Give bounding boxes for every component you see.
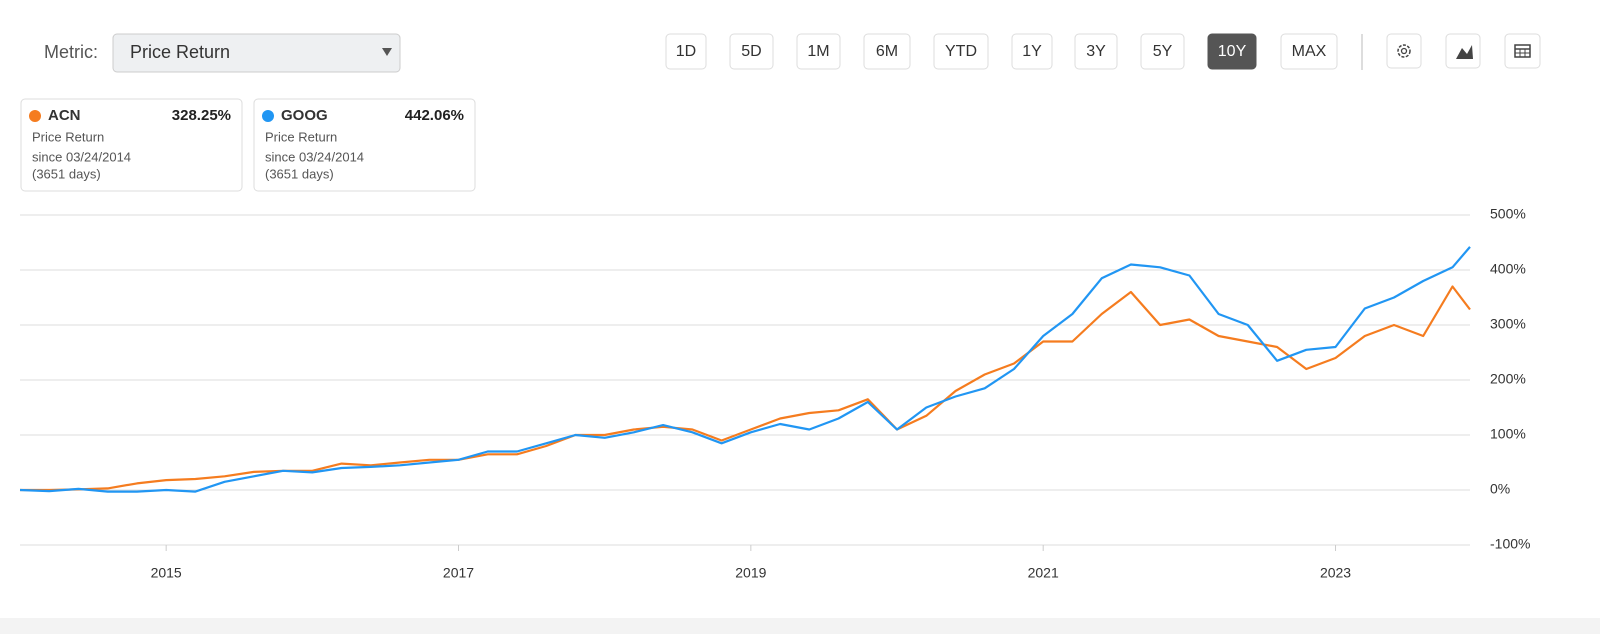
series-line [19, 246, 1471, 493]
range-button[interactable] [729, 33, 774, 70]
footer-strip [0, 618, 1600, 634]
range-label: 6M [876, 43, 898, 60]
range-button[interactable] [1140, 33, 1185, 70]
card-since: since 03/24/2014 [32, 149, 131, 164]
card-metric: Price Return [265, 129, 337, 144]
metric-label: Metric: [44, 42, 98, 62]
card-days: (3651 days) [32, 166, 101, 181]
range-label: 5D [741, 43, 761, 60]
card-days: (3651 days) [265, 166, 334, 181]
series-line [20, 285, 1471, 492]
legend-card [20, 98, 243, 192]
x-tick-label: 2017 [443, 565, 474, 581]
legend-dot [262, 110, 274, 122]
range-label: YTD [945, 43, 977, 60]
x-tick-label: 2023 [1320, 565, 1351, 581]
y-tick-label: 200% [1490, 371, 1526, 387]
range-button[interactable] [1011, 33, 1053, 70]
range-button[interactable] [1280, 33, 1338, 70]
card-metric: Price Return [32, 129, 104, 144]
table-button[interactable] [1504, 33, 1541, 69]
range-label: 3Y [1086, 43, 1106, 60]
x-tick-label: 2019 [735, 565, 766, 581]
legend-dot [29, 110, 41, 122]
range-button[interactable] [1074, 33, 1118, 70]
card-value: 442.06% [405, 107, 464, 124]
dropdown-arrow [382, 48, 392, 56]
card-value: 328.25% [172, 107, 231, 124]
card-since: since 03/24/2014 [265, 149, 364, 164]
range-label: 1M [807, 43, 829, 60]
range-label: 10Y [1218, 43, 1247, 60]
card-ticker: ACN [48, 107, 81, 124]
settings-button[interactable] [1386, 33, 1422, 69]
y-tick-label: 500% [1490, 206, 1526, 222]
y-tick-label: -100% [1490, 536, 1530, 552]
range-button[interactable] [933, 33, 989, 70]
metric-value: Price Return [130, 42, 230, 62]
range-button[interactable] [796, 33, 841, 70]
card-ticker: GOOG [281, 107, 328, 124]
y-tick-label: 0% [1490, 481, 1510, 497]
x-tick-label: 2021 [1028, 565, 1059, 581]
metric-dropdown[interactable] [112, 33, 401, 73]
y-tick-label: 400% [1490, 261, 1526, 277]
y-tick-label: 100% [1490, 426, 1526, 442]
range-button[interactable] [863, 33, 911, 70]
chart-type-button[interactable] [1445, 33, 1481, 69]
y-tick-label: 300% [1490, 316, 1526, 332]
x-tick-label: 2015 [151, 565, 182, 581]
range-label: 1D [676, 43, 696, 60]
range-label: 5Y [1153, 43, 1173, 60]
range-label: MAX [1292, 43, 1327, 60]
range-label: 1Y [1022, 43, 1042, 60]
range-button[interactable] [665, 33, 707, 70]
legend-card [253, 98, 476, 192]
range-button[interactable] [1207, 33, 1257, 70]
